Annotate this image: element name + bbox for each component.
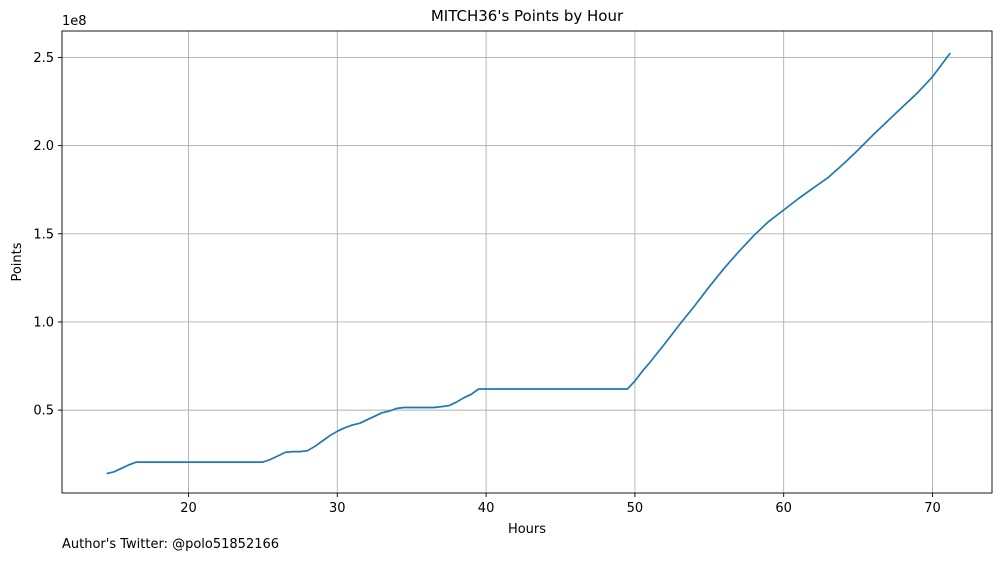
- x-tick-label: 20: [180, 501, 197, 516]
- x-axis-label: Hours: [508, 522, 546, 537]
- x-axis: 20 30 40 50 60 70: [180, 493, 941, 516]
- x-tick-label: 60: [775, 501, 792, 516]
- y-tick-label: 2.0: [33, 139, 54, 154]
- x-tick-label: 50: [627, 501, 644, 516]
- y-axis: 0.5 1.0 1.5 2.0 2.5: [33, 51, 62, 419]
- x-tick-label: 40: [478, 501, 495, 516]
- x-tick-label: 70: [924, 501, 941, 516]
- y-axis-label: Points: [10, 242, 25, 281]
- plot-frame: [61, 30, 993, 494]
- series-layer: [106, 52, 951, 475]
- chart-title: MITCH36's Points by Hour: [431, 7, 624, 25]
- x-tick-label: 30: [329, 501, 346, 516]
- grid: [62, 31, 992, 493]
- y-tick-label: 2.5: [33, 51, 54, 66]
- author-credit: Author's Twitter: @polo51852166: [62, 537, 280, 552]
- y-offset-label: 1e8: [62, 14, 87, 29]
- y-tick-label: 1.0: [33, 315, 54, 330]
- series-line: [106, 52, 951, 475]
- y-tick-label: 0.5: [33, 404, 54, 419]
- y-tick-label: 1.5: [33, 227, 54, 242]
